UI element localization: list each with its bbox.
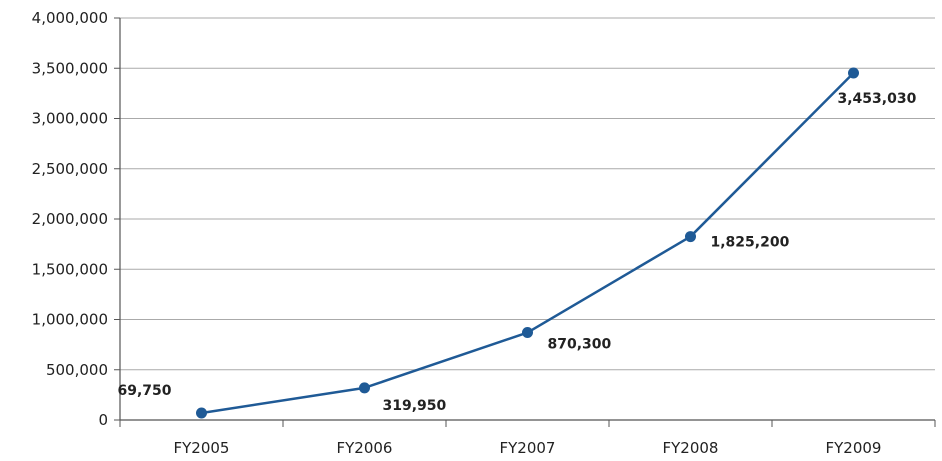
data-label: 319,950 (383, 398, 447, 414)
y-tick-label: 2,000,000 (32, 210, 108, 228)
data-labels: 69,750 319,950 870,300 1,825,200 3,453,030 (117, 91, 916, 414)
data-point (359, 382, 370, 394)
y-tick-label: 2,500,000 (32, 160, 108, 178)
x-tick-label: FY2008 (663, 439, 719, 457)
y-tick-label: 1,500,000 (32, 260, 108, 278)
data-label: 1,825,200 (711, 235, 790, 251)
y-axis: 0 500,000 1,000,000 1,500,000 2,000,000 2,500… (32, 9, 121, 429)
x-tick-label: FY2005 (174, 439, 230, 457)
data-label: 870,300 (548, 337, 612, 353)
y-tick-label: 3,000,000 (32, 110, 108, 128)
y-tick-label: 0 (98, 411, 108, 429)
data-point (196, 407, 207, 419)
y-tick-label: 1,000,000 (32, 311, 108, 329)
y-tick-label: 500,000 (46, 361, 108, 379)
data-label: 69,750 (117, 383, 171, 399)
data-point (685, 231, 696, 243)
x-tick-label: FY2009 (826, 439, 882, 457)
x-axis: FY2005 FY2006 FY2007 FY2008 FY2009 (119, 419, 936, 457)
data-point (522, 327, 533, 339)
series (196, 67, 859, 419)
x-tick-label: FY2007 (500, 439, 556, 457)
data-point (848, 67, 859, 79)
gridlines (120, 17, 935, 371)
y-tick-label: 4,000,000 (32, 9, 108, 27)
y-tick-label: 3,500,000 (32, 59, 108, 77)
x-tick-label: FY2006 (337, 439, 393, 457)
data-label: 3,453,030 (838, 91, 917, 107)
